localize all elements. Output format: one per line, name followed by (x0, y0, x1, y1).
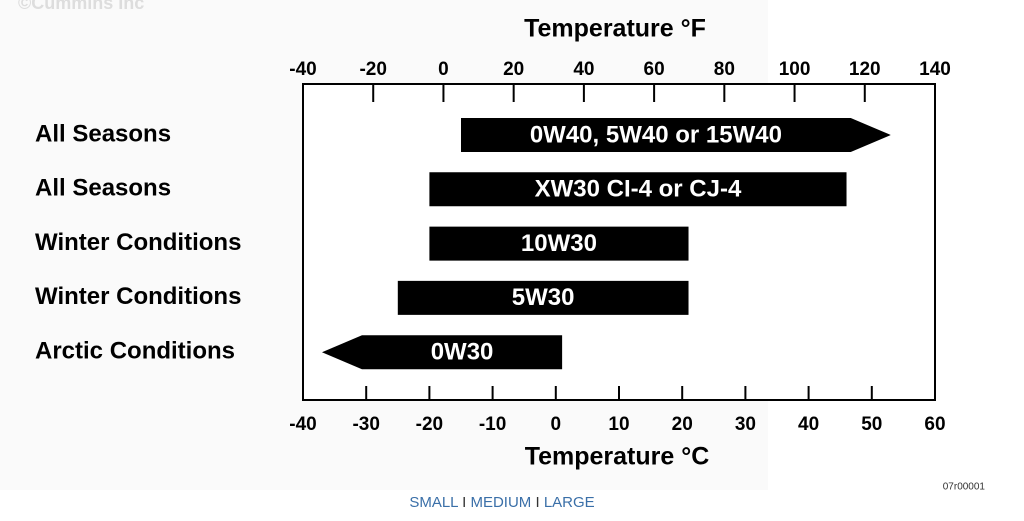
x-axis-label: Temperature °C (525, 443, 710, 471)
bar-label: 5W30 (512, 284, 575, 311)
x2-tick-label: 100 (779, 59, 811, 80)
x2-tick-label: 20 (503, 59, 524, 80)
x2-tick-label: -40 (289, 59, 316, 80)
x-tick-label: -40 (289, 414, 316, 435)
x-tick-label: 50 (861, 414, 882, 435)
bar-label: 0W40, 5W40 or 15W40 (530, 121, 782, 148)
x-tick-label: -10 (479, 414, 506, 435)
bar-label: 10W30 (521, 230, 597, 257)
category-label: Arctic Conditions (35, 338, 235, 365)
page: ©Cummins Inc Temperature °F Temperature … (18, 0, 986, 511)
x-tick-label: 0 (551, 414, 562, 435)
bar-label: XW30 CI-4 or CJ-4 (535, 176, 742, 203)
x2-tick-label: -20 (359, 59, 386, 80)
x-tick-label: 10 (608, 414, 629, 435)
size-links: SMALL I MEDIUM I LARGE (0, 494, 1004, 511)
size-link[interactable]: SMALL (409, 494, 458, 511)
x-tick-label: 30 (735, 414, 756, 435)
category-label: Winter Conditions (35, 229, 241, 256)
x-tick-label: 60 (924, 414, 945, 435)
range-bar (397, 280, 689, 315)
x2-tick-label: 120 (849, 59, 881, 80)
range-bar (321, 335, 563, 370)
figure-code: 07r00001 (943, 482, 986, 490)
x-tick-label: 20 (672, 414, 693, 435)
x-tick-label: -20 (416, 414, 443, 435)
x2-tick-label: 140 (919, 59, 951, 80)
range-bar (429, 172, 847, 207)
separator: I (462, 494, 467, 511)
category-label: Winter Conditions (35, 283, 241, 310)
category-label: All Seasons (35, 120, 171, 147)
size-link[interactable]: LARGE (543, 494, 595, 511)
size-link[interactable]: MEDIUM (470, 494, 532, 511)
x2-tick-label: 40 (573, 59, 594, 80)
x-tick-label: 40 (798, 414, 819, 435)
range-bar (461, 118, 891, 152)
x2-tick-label: 80 (714, 59, 735, 80)
range-bar (429, 226, 689, 261)
watermark: ©Cummins Inc (18, 0, 144, 13)
bar-label: 0W30 (431, 339, 494, 366)
x2-axis-label: Temperature °F (524, 15, 706, 43)
x-tick-label: -30 (352, 414, 379, 435)
category-label: All Seasons (35, 175, 171, 202)
x2-tick-label: 60 (644, 59, 665, 80)
separator: I (535, 494, 540, 511)
chart: ©Cummins Inc Temperature °F Temperature … (18, 0, 986, 490)
x2-tick-label: 0 (438, 59, 449, 80)
